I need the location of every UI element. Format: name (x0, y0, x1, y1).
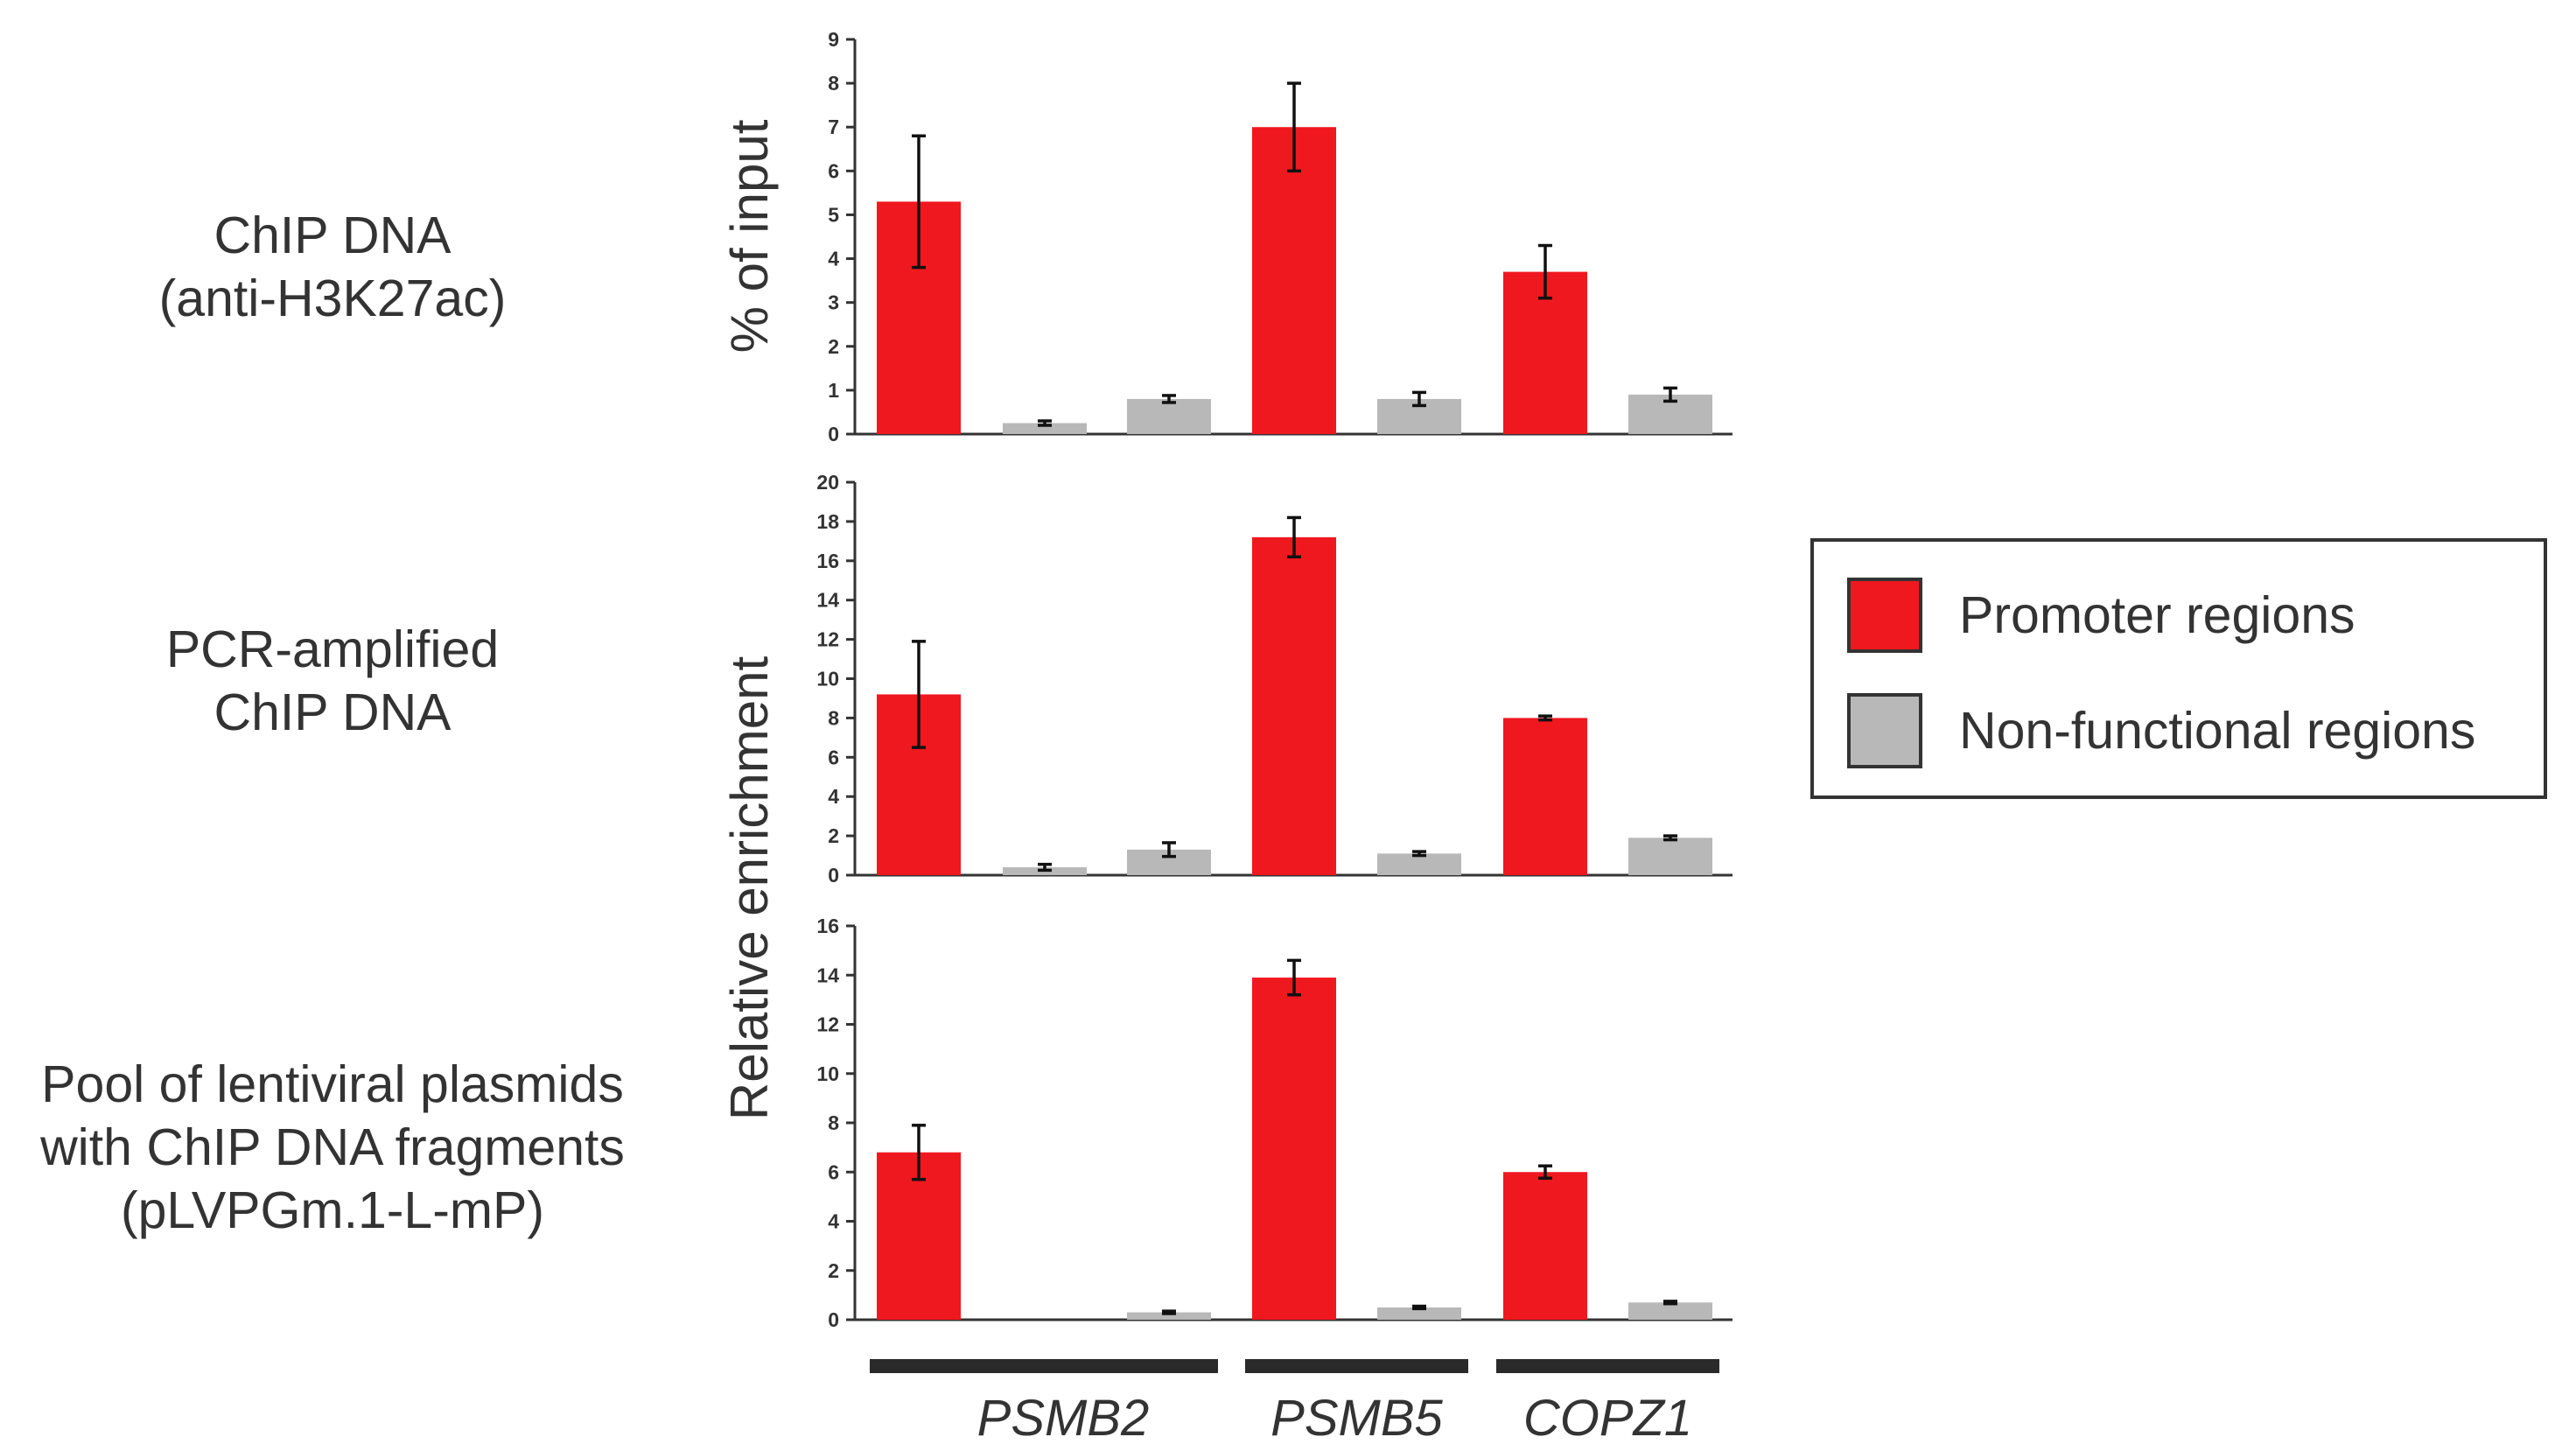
gene-label-psmb2: PSMB2 (977, 1390, 1150, 1447)
bar-promoter (1503, 718, 1587, 875)
y-tick-label: 8 (828, 706, 839, 729)
legend: Promoter regions Non-functional regions (1810, 538, 2547, 799)
y-tick-label: 2 (828, 335, 839, 358)
gene-label-psmb5: PSMB5 (1270, 1390, 1443, 1447)
y-tick-label: 6 (828, 1160, 839, 1183)
y-tick-label: 16 (816, 915, 839, 937)
row-label-line: PCR-amplified (165, 620, 500, 678)
y-tick-label: 1 (828, 379, 839, 402)
y-tick-label: 20 (816, 471, 839, 494)
y-tick-label: 12 (816, 628, 839, 651)
bar-nonfunctional (1377, 853, 1461, 875)
gene-group-bar (1245, 1359, 1468, 1373)
row-label-line: (pLVPGm.1-L-mP) (120, 1181, 545, 1239)
legend-item-promoter: Promoter regions (1847, 575, 2356, 655)
y-tick-label: 4 (828, 248, 839, 270)
y-tick-label: 14 (816, 589, 839, 612)
y-tick-label: 4 (828, 785, 839, 808)
gene-group-bar (1496, 1359, 1719, 1373)
bar-nonfunctional (1127, 398, 1211, 434)
y-tick-label: 7 (828, 116, 839, 138)
row-label-chip-dna: ChIP DNA (anti-H3K27ac) (0, 204, 665, 330)
row-label-line: Pool of lentiviral plasmids (41, 1055, 624, 1113)
y-tick-label: 14 (816, 964, 839, 986)
y-tick-label: 6 (828, 746, 839, 768)
y-tick-label: 2 (828, 1259, 839, 1282)
y-tick-label: 16 (816, 550, 839, 572)
y-tick-label: 4 (828, 1210, 839, 1233)
row-label-line: ChIP DNA (214, 683, 452, 741)
bar-promoter (1252, 127, 1336, 434)
legend-swatch-nonfunctional (1847, 693, 1922, 768)
row-label-line: with ChIP DNA fragments (40, 1118, 625, 1176)
y-tick-label: 0 (828, 864, 839, 887)
legend-label-nonfunctional: Non-functional regions (1959, 702, 2476, 760)
y-tick-label: 10 (816, 668, 839, 690)
gene-label-copz1: COPZ1 (1523, 1390, 1692, 1447)
y-tick-label: 8 (828, 1111, 839, 1134)
bar-nonfunctional (1127, 1312, 1211, 1320)
bar-nonfunctional (1628, 838, 1712, 875)
legend-label-promoter: Promoter regions (1959, 586, 2356, 644)
bar-nonfunctional (1377, 1307, 1461, 1320)
y-axis-title-relative-enrichment: Relative enrichment (720, 656, 779, 1121)
y-tick-label: 10 (816, 1062, 839, 1085)
y-tick-label: 18 (816, 510, 839, 533)
bar-nonfunctional (1003, 423, 1087, 434)
y-tick-label: 5 (828, 203, 839, 226)
bar-promoter (1252, 978, 1336, 1320)
y-tick-label: 9 (828, 28, 839, 51)
y-tick-label: 3 (828, 291, 839, 314)
y-tick-label: 2 (828, 824, 839, 847)
y-tick-label: 12 (816, 1013, 839, 1036)
row-label-line: (anti-H3K27ac) (158, 270, 507, 327)
row-label-line: ChIP DNA (214, 207, 452, 264)
y-tick-label: 0 (828, 423, 839, 445)
y-tick-label: 8 (828, 72, 839, 95)
legend-swatch-promoter (1847, 578, 1922, 653)
row-label-plasmid-pool: Pool of lentiviral plasmids with ChIP DN… (0, 1053, 665, 1242)
y-axis-title-percent-input: % of input (720, 119, 779, 353)
bar-promoter (1252, 536, 1336, 875)
row-label-pcr-amplified: PCR-amplified ChIP DNA (0, 618, 665, 744)
bar-promoter (1503, 1172, 1587, 1320)
y-tick-label: 0 (828, 1308, 839, 1331)
gene-group-bar (870, 1359, 1218, 1373)
bar-nonfunctional (1628, 1302, 1712, 1320)
y-tick-label: 6 (828, 159, 839, 182)
legend-item-nonfunctional: Non-functional regions (1847, 690, 2475, 771)
